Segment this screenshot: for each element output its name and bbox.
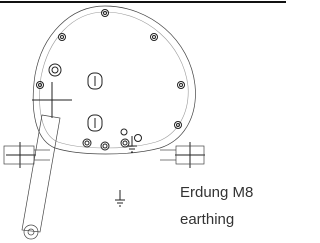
earthing-label-de: Erdung M8 [180,184,253,201]
screws [37,10,185,151]
page: Erdung M8 earthing (() => { const data =… [0,0,286,243]
housing-inner-outline [40,12,189,148]
technical-drawing: Erdung M8 earthing [0,0,286,243]
connectors [49,64,102,131]
arm [22,115,60,239]
earthing-label-en: earthing [180,211,234,228]
crosshairs [6,82,205,168]
